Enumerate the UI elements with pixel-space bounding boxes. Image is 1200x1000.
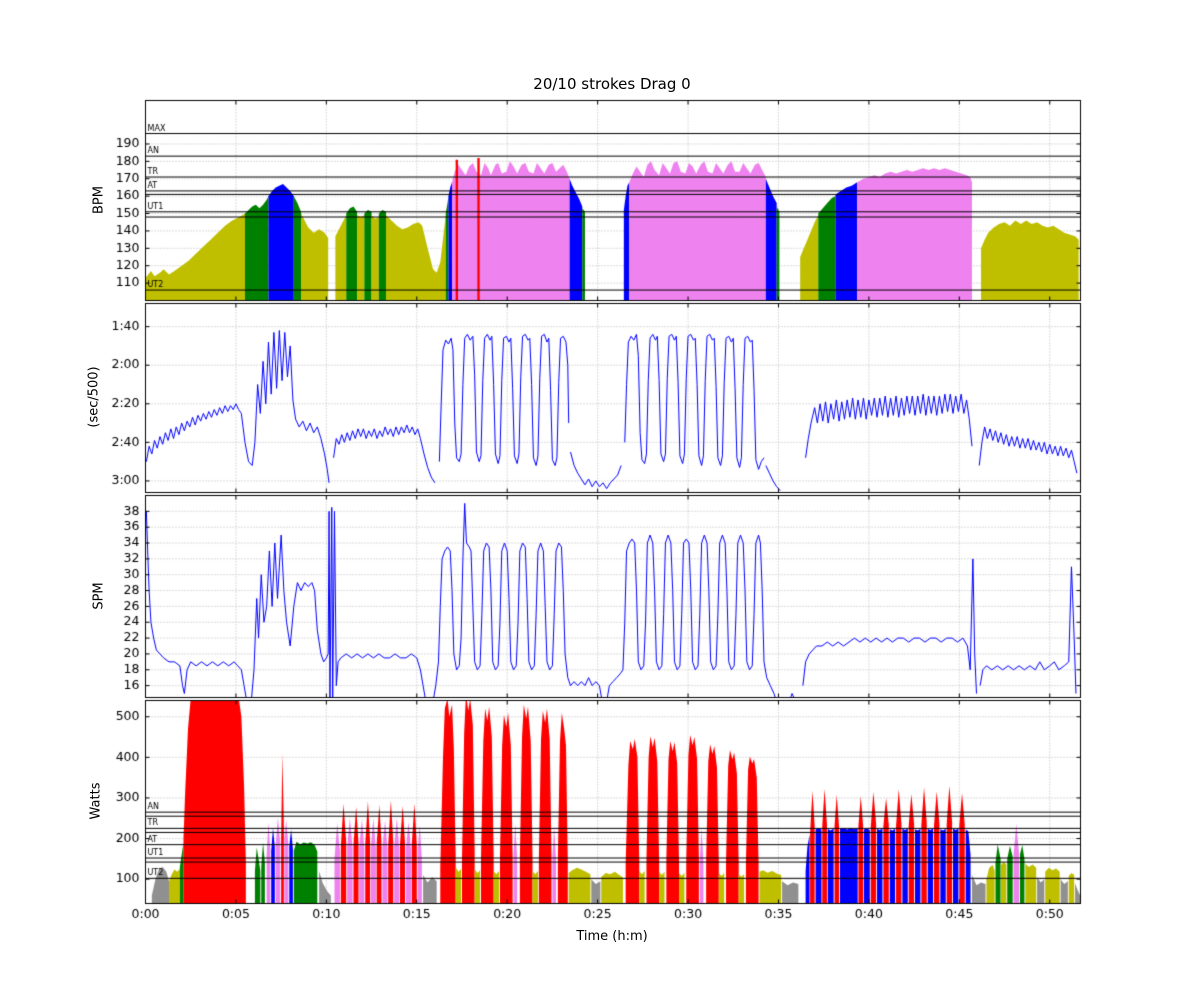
y-axis-label-bpm: BPM: [91, 186, 107, 214]
y-axis-label-watts: Watts: [88, 782, 104, 820]
y-axis-label-spm: SPM: [91, 582, 107, 610]
chart-title: 20/10 strokes Drag 0: [533, 75, 691, 93]
x-axis-label: Time (h:m): [576, 929, 648, 944]
y-axis-label-pace: (sec/500): [86, 366, 102, 428]
